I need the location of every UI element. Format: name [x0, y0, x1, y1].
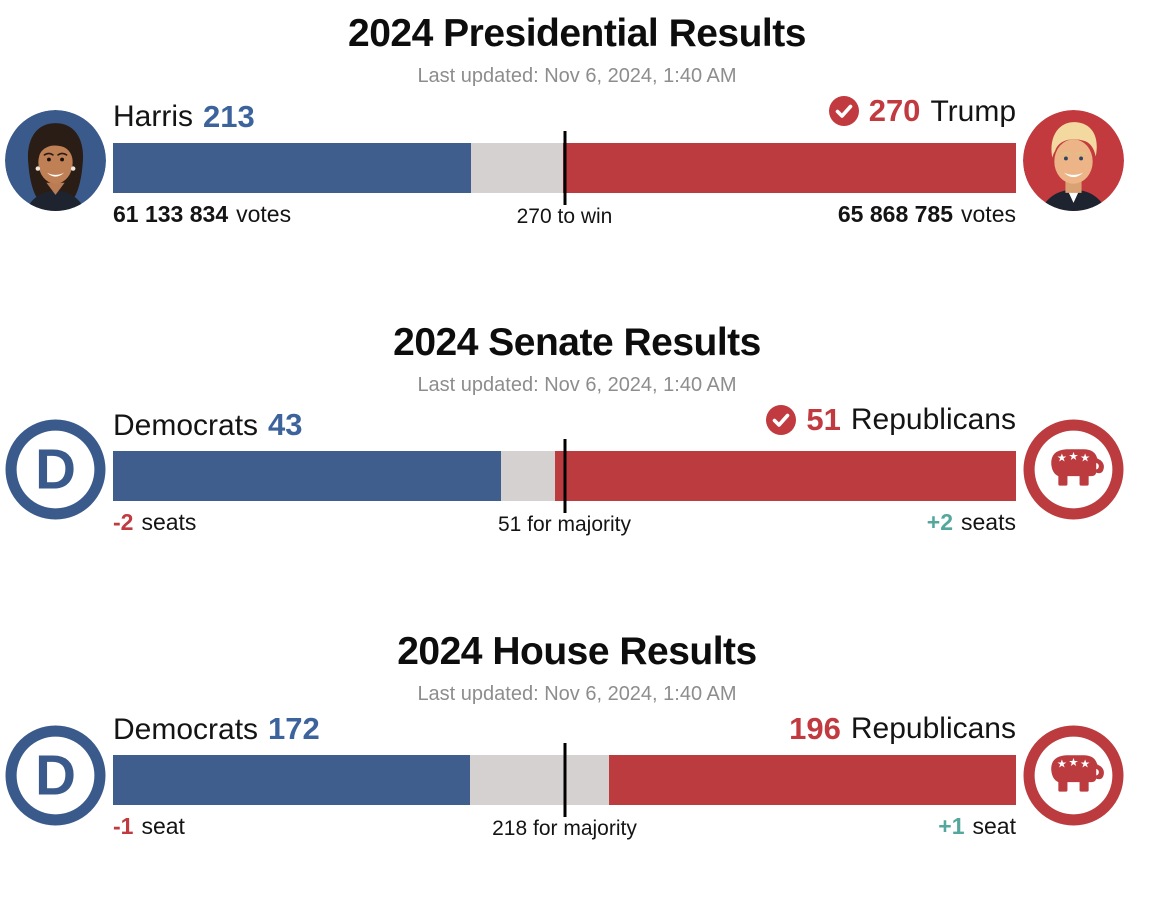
- rep-bar-segment: [562, 142, 1016, 193]
- democratic-d-icon: [5, 419, 106, 520]
- dem-party-label: Democrats 43: [113, 408, 303, 442]
- rep-count: 51: [806, 401, 841, 437]
- harris-photo-icon: [5, 110, 106, 211]
- trump-photo-icon: [1023, 110, 1124, 211]
- results-bar-wrap: 270 to win: [113, 130, 1016, 228]
- race-body: Democrats 43 51 Republicans: [0, 401, 1154, 536]
- dem-candidate-name: Harris: [113, 100, 193, 134]
- results-bar: [113, 451, 1016, 502]
- undecided-bar-segment: [470, 142, 563, 193]
- race-title: 2024 House Results: [397, 629, 757, 673]
- sub-labels-row: -1 seat +1 seat: [113, 813, 1016, 840]
- rep-party-label: 196 Republicans: [789, 710, 1016, 746]
- rep-votes-unit: votes: [961, 200, 1016, 227]
- dem-party-label: Democrats 172: [113, 712, 320, 746]
- dem-votes-label: 61 133 834 votes: [113, 200, 292, 227]
- results-bar: [113, 755, 1016, 806]
- dem-party-name: Democrats: [113, 712, 259, 746]
- winner-check-icon: [766, 404, 797, 435]
- rep-seat-change-number: +1: [938, 813, 965, 840]
- last-updated-text: Last updated: Nov 6, 2024, 1:40 AM: [417, 682, 737, 705]
- dem-seat-change-number: -2: [113, 509, 134, 536]
- dem-seat-change-number: -1: [113, 813, 134, 840]
- rep-candidate-label: 270 Trump: [828, 93, 1016, 128]
- democratic-party-logo: [5, 419, 106, 520]
- race-body: Democrats 172 196 Republicans 2: [0, 710, 1154, 840]
- rep-party-name: Republicans: [850, 403, 1016, 437]
- dem-seat-change-label: -1 seat: [113, 813, 185, 840]
- dem-party-name: Democrats: [113, 408, 259, 442]
- threshold-label: 51 for majority: [497, 513, 632, 537]
- dem-bar-segment: [113, 142, 471, 193]
- dem-count: 172: [268, 711, 320, 747]
- threshold-label: 218 for majority: [492, 817, 637, 841]
- dem-seat-change-label: -2 seats: [113, 509, 197, 536]
- results-bar: [113, 142, 1016, 193]
- race-chart-area: Democrats 43 51 Republicans: [113, 401, 1016, 536]
- rep-candidate-name: Trump: [930, 94, 1016, 128]
- rep-seat-change-label: +2 seats: [926, 509, 1016, 536]
- race-chart-area: Harris 213 270 Trump: [113, 93, 1016, 228]
- dem-count: 213: [203, 98, 255, 134]
- dem-seat-change-unit: seat: [141, 813, 185, 840]
- rep-seat-change-number: +2: [926, 509, 954, 536]
- democratic-party-logo: [5, 725, 106, 826]
- winner-check-icon: [828, 96, 859, 127]
- rep-bar-segment: [609, 755, 1016, 806]
- sub-labels-row: -2 seats +2 seats: [113, 509, 1016, 536]
- rep-seat-change-label: +1 seat: [938, 813, 1016, 840]
- rep-bar-segment: [555, 451, 1016, 502]
- rep-votes-label: 65 868 785 votes: [837, 200, 1016, 227]
- dem-bar-segment: [113, 451, 502, 502]
- dem-votes-unit: votes: [236, 200, 292, 227]
- dem-votes-number: 61 133 834: [113, 200, 229, 227]
- race-title: 2024 Senate Results: [393, 320, 761, 364]
- majority-tick: [563, 130, 566, 205]
- dem-candidate-label: Harris 213: [113, 98, 255, 134]
- majority-tick: [563, 439, 566, 514]
- rep-seat-change-unit: seats: [961, 509, 1016, 536]
- last-updated-text: Last updated: Nov 6, 2024, 1:40 AM: [417, 65, 737, 87]
- undecided-bar-segment: [501, 451, 556, 502]
- house-results-section: 2024 House Results Last updated: Nov 6, …: [0, 630, 1154, 840]
- party-labels-row: Democrats 172 196 Republicans: [113, 710, 1016, 747]
- results-bar-wrap: 51 for majority: [113, 439, 1016, 536]
- rep-votes-number: 65 868 785: [837, 200, 954, 227]
- rep-party-label: 51 Republicans: [766, 401, 1016, 437]
- threshold-label: 270 to win: [516, 204, 613, 228]
- rep-party-name: Republicans: [850, 712, 1016, 746]
- republican-elephant-icon: [1023, 419, 1124, 520]
- party-labels-row: Democrats 43 51 Republicans: [113, 401, 1016, 443]
- race-title: 2024 Presidential Results: [348, 12, 806, 55]
- republican-party-logo: [1023, 419, 1124, 520]
- race-body: Harris 213 270 Trump: [0, 93, 1154, 228]
- results-bar-wrap: 218 for majority: [113, 743, 1016, 840]
- candidate-labels-row: Harris 213 270 Trump: [113, 93, 1016, 134]
- last-updated-text: Last updated: Nov 6, 2024, 1:40 AM: [417, 373, 737, 396]
- rep-count: 270: [868, 93, 921, 128]
- dem-bar-segment: [113, 755, 471, 806]
- rep-seat-change-unit: seat: [972, 813, 1016, 840]
- majority-tick: [563, 743, 566, 818]
- senate-results-section: 2024 Senate Results Last updated: Nov 6,…: [0, 321, 1154, 536]
- dem-count: 43: [268, 407, 303, 443]
- rep-count: 196: [789, 710, 841, 746]
- sub-labels-row: 61 133 834 votes 65 868 785 votes: [113, 200, 1016, 227]
- trump-avatar: [1023, 110, 1124, 211]
- race-chart-area: Democrats 172 196 Republicans 2: [113, 710, 1016, 840]
- republican-party-logo: [1023, 725, 1124, 826]
- presidential-results-section: 2024 Presidential Results Last updated: …: [0, 12, 1154, 228]
- harris-avatar: [5, 110, 106, 211]
- dem-seat-change-unit: seats: [141, 509, 197, 536]
- democratic-d-icon: [5, 725, 106, 826]
- undecided-bar-segment: [470, 755, 610, 806]
- republican-elephant-icon: [1023, 725, 1124, 826]
- election-results-page: 2024 Presidential Results Last updated: …: [0, 12, 1154, 840]
